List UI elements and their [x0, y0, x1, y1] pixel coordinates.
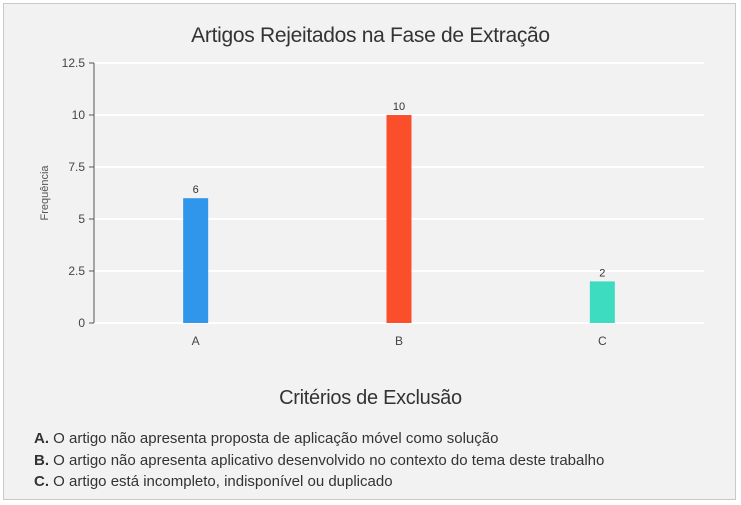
x-tick-label: C: [598, 334, 607, 348]
legend-key: B.: [34, 451, 49, 469]
legend-text: O artigo não apresenta proposta de aplic…: [49, 430, 499, 447]
y-tick-label: 0: [78, 316, 85, 330]
chart-frame: Artigos Rejeitados na Fase de Extração 0…: [3, 3, 736, 500]
data-label: 6: [193, 184, 199, 196]
y-tick-label: 5: [78, 212, 85, 226]
legend-list: A. O artigo não apresenta proposta de ap…: [34, 428, 604, 493]
legend-title: Critérios de Exclusão: [279, 387, 462, 409]
bar-b: [386, 115, 412, 323]
y-tick-label: 10: [72, 108, 86, 122]
legend-key: A.: [34, 430, 49, 447]
legend-item-c: C. O artigo está incompleto, indisponíve…: [34, 471, 604, 493]
legend-item-b: B. O artigo não apresenta aplicativo des…: [34, 450, 604, 472]
legend-text: O artigo está incompleto, indisponível o…: [49, 473, 393, 490]
x-tick-label: A: [192, 334, 200, 348]
legend-item-a: A. O artigo não apresenta proposta de ap…: [34, 428, 604, 450]
bar-a: [183, 198, 209, 323]
x-tick-label: B: [395, 334, 403, 348]
legend-text: O artigo não apresenta aplicativo desenv…: [49, 451, 605, 469]
y-tick-label: 7.5: [68, 160, 85, 174]
chart-title: Artigos Rejeitados na Fase de Extração: [191, 24, 550, 47]
data-label: 2: [599, 267, 605, 279]
y-axis-label: Frequência: [39, 165, 51, 221]
y-tick-label: 12.5: [62, 56, 86, 70]
bar-c: [589, 281, 615, 323]
data-label: 10: [393, 101, 405, 113]
bar-chart: 0 2.5 5 7.5 10 12.5 6 A 10 B 2 C Frequência: [39, 56, 704, 348]
y-tick-label: 2.5: [68, 264, 85, 278]
legend-key: C.: [34, 473, 49, 490]
